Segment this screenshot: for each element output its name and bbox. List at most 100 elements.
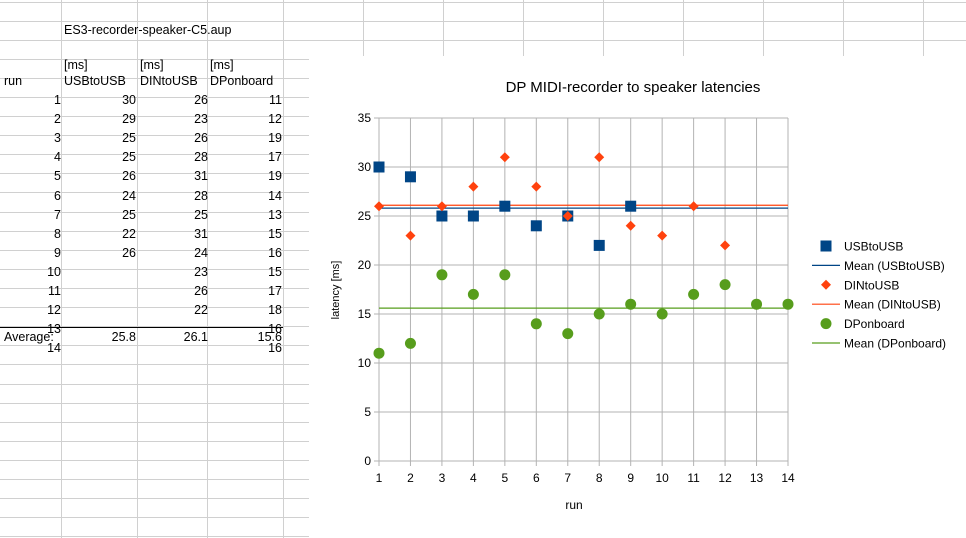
unit-cell-din[interactable]: [ms] [140,58,164,72]
din-cell[interactable]: 23 [194,264,208,279]
chart-background [309,56,966,538]
header-cell-usb[interactable]: USBtoUSB [64,74,126,88]
dp-cell[interactable]: 13 [268,207,282,222]
legend-label: DPonboard [844,317,905,331]
usb-cell[interactable]: 25 [122,150,136,165]
y-tick-label: 0 [364,454,371,468]
data-point-usbtousb [625,200,637,212]
run-cell[interactable]: 5 [54,169,61,184]
run-cell[interactable]: 6 [54,188,61,203]
x-tick-label: 8 [596,471,603,485]
usb-cell[interactable]: 25 [122,207,136,222]
dp-cell[interactable]: 19 [268,131,282,146]
data-point-usbtousb [404,171,416,183]
legend-label: Mean (DINtoUSB) [844,298,941,312]
usb-cell[interactable]: 24 [122,188,136,203]
data-point-dponboard [373,347,385,359]
din-cell[interactable]: 31 [194,169,208,184]
dp-cell[interactable]: 18 [268,303,282,318]
din-cell[interactable]: 26 [194,284,208,298]
average-cell-dp[interactable]: 15.6 [257,330,282,344]
x-tick-label: 4 [470,471,477,485]
run-cell[interactable]: 11 [48,284,61,298]
legend: USBtoUSB Mean (USBtoUSB) DINtoUSB Mean (DIN… [812,240,946,351]
usb-cell[interactable]: 26 [122,245,136,260]
x-tick-label: 2 [407,471,414,485]
run-cell[interactable]: 14 [47,341,61,356]
run-cell[interactable]: 1 [54,93,61,107]
data-point-dponboard [688,288,700,300]
data-point-dponboard [625,298,637,310]
y-tick-label: 35 [358,111,372,125]
filename-cell[interactable]: ES3-recorder-speaker-C5.aup [64,23,232,37]
usb-cell[interactable]: 29 [122,112,136,127]
x-tick-label: 3 [439,471,446,485]
run-cell[interactable]: 3 [54,131,61,146]
data-point-dintousb [374,201,384,212]
data-point-dintousb [625,220,636,231]
usb-cell[interactable]: 25 [122,131,136,146]
data-point-usbtousb [467,210,479,222]
average-cell-din[interactable]: 26.1 [183,330,208,344]
din-cell[interactable]: 24 [194,245,208,260]
data-point-dponboard [530,318,542,330]
din-cell[interactable]: 28 [194,188,208,203]
legend-swatch-4 [820,318,832,330]
run-cell[interactable]: 8 [54,226,61,241]
legend-swatch-0 [820,240,832,252]
din-cell[interactable]: 22 [194,303,208,318]
x-tick-label: 12 [718,471,732,485]
y-axis-label: latency [ms] [330,261,342,320]
x-tick-label: 7 [564,471,571,485]
dp-cell[interactable]: 11 [269,93,282,107]
y-tick-label: 15 [358,307,372,321]
legend-label: Mean (USBtoUSB) [844,259,945,273]
din-cell[interactable]: 26 [194,131,208,146]
dp-cell[interactable]: 14 [268,188,282,203]
dp-cell[interactable]: 17 [268,150,282,165]
din-cell[interactable]: 26 [194,93,208,107]
unit-cell-dp[interactable]: [ms] [210,58,234,72]
unit-cell-usb[interactable]: [ms] [64,58,88,72]
dp-cell[interactable]: 16 [268,341,282,356]
y-tick-label: 10 [358,356,372,370]
data-point-dponboard [436,269,448,281]
run-cell[interactable]: 4 [54,150,61,165]
run-cell[interactable]: 7 [54,207,61,222]
din-cell[interactable]: 31 [194,226,208,241]
dp-cell[interactable]: 15 [268,226,282,241]
usb-cell[interactable]: 22 [122,226,136,241]
run-cell[interactable]: 13 [47,322,61,337]
din-cell[interactable]: 23 [194,112,208,127]
dp-cell[interactable]: 16 [268,245,282,260]
data-point-dponboard [782,298,794,310]
usb-cell[interactable]: 26 [122,169,136,184]
data-point-usbtousb [530,220,542,232]
run-cell[interactable]: 2 [54,112,61,127]
din-cell[interactable]: 28 [194,150,208,165]
din-cell[interactable]: 25 [194,207,208,222]
header-cell-din[interactable]: DINtoUSB [140,74,198,88]
run-header-cell[interactable]: run [4,74,23,88]
data-point-dponboard [499,269,511,281]
run-cell[interactable]: 12 [47,303,61,318]
dp-cell[interactable]: 15 [268,264,282,279]
data-point-usbtousb [436,210,448,222]
dp-cell[interactable]: 19 [268,169,282,184]
y-tick-label: 30 [358,160,372,174]
run-cell[interactable]: 9 [54,245,61,260]
dp-cell[interactable]: 17 [268,284,282,298]
x-tick-label: 9 [627,471,634,485]
average-label-cell[interactable]: Average: [4,330,54,344]
chart-title: DP MIDI-recorder to speaker latencies [506,79,761,96]
plot-marks [373,152,794,359]
usb-cell[interactable]: 30 [122,93,136,107]
dp-cell[interactable]: 16 [268,322,282,337]
x-tick-label: 13 [750,471,764,485]
average-cell-usb[interactable]: 25.8 [111,330,136,344]
run-cell[interactable]: 10 [47,264,61,279]
y-tick-label: 5 [364,405,371,419]
header-cell-dp[interactable]: DPonboard [210,74,274,88]
dp-cell[interactable]: 12 [268,112,282,127]
